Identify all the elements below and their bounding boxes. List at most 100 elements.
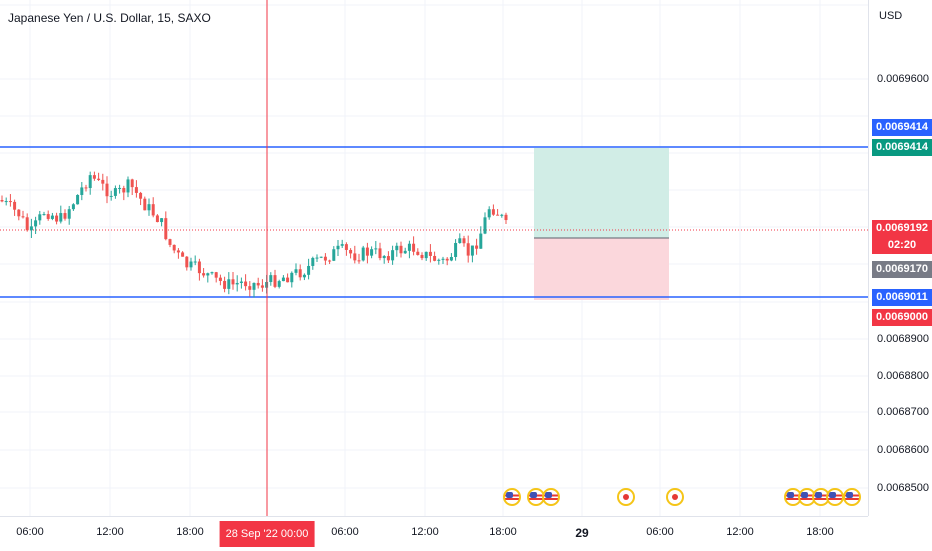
candle-body (38, 214, 42, 221)
last-price-tag: 0.0069192 (872, 220, 932, 237)
us-flag-icon[interactable] (503, 488, 521, 506)
candle-body (491, 209, 495, 215)
candle-body (403, 250, 407, 254)
candle-body (130, 179, 134, 188)
candle-body (269, 275, 273, 283)
candle-body (84, 187, 88, 189)
time-tick-day: 29 (575, 526, 589, 540)
us-flag-icon[interactable] (843, 488, 861, 506)
candle-body (277, 281, 281, 287)
candle-body (92, 175, 96, 179)
time-tick: 06:00 (331, 526, 359, 538)
candle-body (13, 201, 17, 210)
candle-body (63, 213, 67, 219)
candle-body (500, 214, 504, 216)
candle-body (307, 265, 311, 275)
candle-body (139, 192, 143, 199)
candle-body (441, 258, 445, 260)
candle-body (311, 257, 315, 266)
candle-body (8, 201, 12, 203)
price-tick: 0.0069600 (877, 73, 929, 85)
price-tick: 0.0068500 (877, 482, 929, 494)
candle-body (399, 245, 403, 254)
candle-body (487, 209, 491, 218)
candle-body (55, 215, 59, 222)
candle-body (231, 279, 235, 285)
candle-body (59, 213, 63, 222)
time-tick: 06:00 (16, 526, 44, 538)
candle-body (46, 214, 50, 219)
candle-body (386, 256, 390, 261)
candle-body (244, 281, 248, 287)
candle-body (155, 215, 159, 223)
candle-body (67, 209, 71, 219)
candle-body (290, 272, 294, 283)
dot-icon[interactable] (666, 488, 684, 506)
candle-body (349, 249, 353, 254)
candle-body (227, 279, 231, 289)
candle-body (126, 179, 130, 193)
candle-body (34, 220, 38, 227)
candle-body (25, 217, 29, 231)
candle-body (80, 187, 84, 195)
us-flag-icon[interactable] (542, 488, 560, 506)
candle-body (412, 243, 416, 252)
us-flag-icon[interactable] (826, 488, 844, 506)
time-axis[interactable]: 06:00 12:00 18:00 06:00 12:00 18:00 29 0… (0, 516, 868, 551)
candle-body (281, 277, 285, 282)
time-tick: 18:00 (806, 526, 834, 538)
candle-body (470, 245, 474, 256)
candle-body (458, 238, 462, 243)
candle-body (395, 245, 399, 251)
stop-zone[interactable] (534, 238, 669, 300)
candle-body (42, 214, 46, 216)
candle-body (340, 244, 344, 246)
dot-icon[interactable] (617, 488, 635, 506)
candle-body (475, 245, 479, 249)
chart-pane[interactable]: Japanese Yen / U.S. Dollar, 15, SAXO (0, 0, 868, 516)
candle-body (365, 247, 369, 256)
candle-body (248, 286, 252, 290)
candle-body (113, 188, 117, 196)
candle-body (101, 179, 105, 184)
candle-body (193, 261, 197, 263)
candle-body (109, 195, 113, 197)
candle-body (416, 251, 420, 255)
candle-body (21, 216, 25, 218)
candle-body (374, 248, 378, 250)
candle-body (122, 187, 126, 193)
candle-body (336, 245, 340, 250)
candle-body (328, 260, 332, 262)
time-tick: 12:00 (96, 526, 124, 538)
candle-body (4, 201, 8, 203)
candle-body (76, 194, 80, 205)
target-zone[interactable] (534, 148, 669, 238)
candle-body (370, 249, 374, 256)
time-tick: 18:00 (489, 526, 517, 538)
candle-body (286, 277, 290, 283)
price-tick: 0.0068600 (877, 444, 929, 456)
time-tick: 12:00 (411, 526, 439, 538)
candle-body (172, 244, 176, 251)
stop-price-tag: 0.0069000 (872, 309, 932, 326)
candle-body (202, 273, 206, 276)
candle-body (256, 282, 260, 286)
candle-body (424, 251, 428, 259)
candle-body (185, 256, 189, 268)
candle-body (319, 256, 323, 258)
candle-body (218, 277, 222, 281)
candle-body (214, 272, 218, 278)
bar-countdown-tag: 02:20 (872, 237, 932, 254)
candlestick-chart[interactable] (0, 0, 868, 516)
candle-body (71, 204, 75, 210)
candle-body (357, 260, 361, 262)
grid (0, 0, 868, 516)
candle-body (235, 282, 239, 285)
candle-body (466, 243, 470, 256)
price-tick: 0.0068800 (877, 370, 929, 382)
price-axis[interactable]: USD 0.0069600 0.0068900 0.0068800 0.0068… (868, 0, 932, 516)
channel-lower-price-tag: 0.0069011 (872, 289, 932, 306)
candle-body (151, 204, 155, 216)
candle-body (504, 214, 508, 221)
candle-body (239, 281, 243, 283)
